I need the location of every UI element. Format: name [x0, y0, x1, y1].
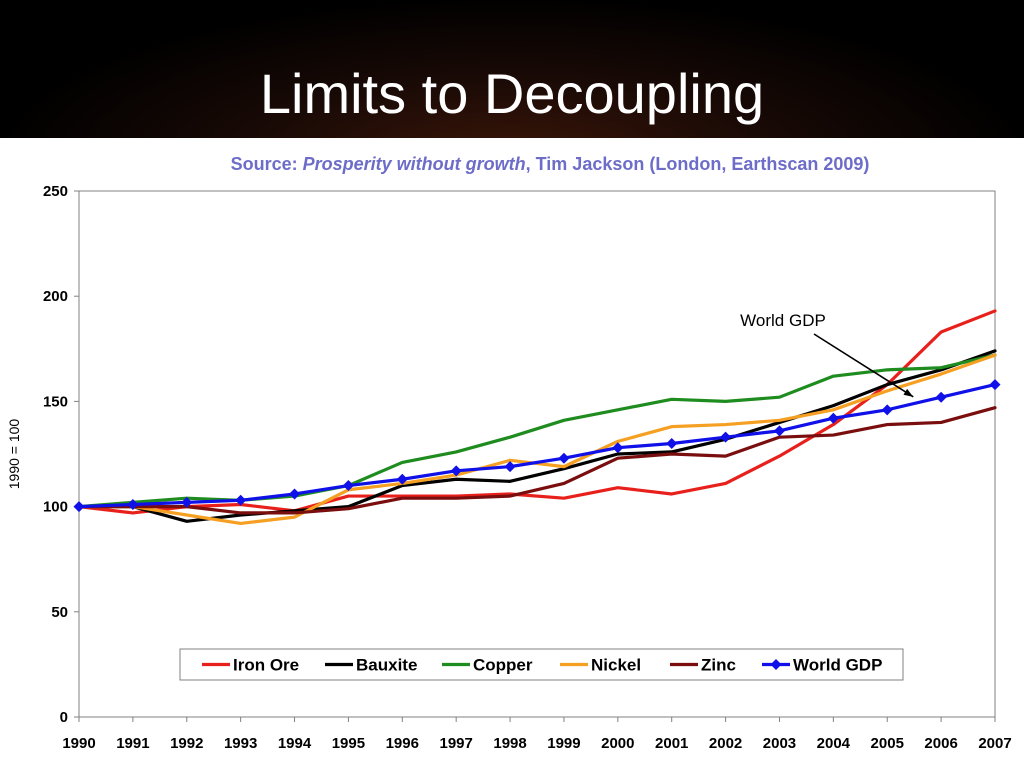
x-tick-label: 1998	[493, 735, 526, 752]
chart-legend: Iron Ore Bauxite Copper Nickel Zinc World GDP	[179, 648, 904, 681]
data-point-world-gdp	[558, 452, 570, 464]
y-axis-label: 1990 = 100	[6, 419, 22, 490]
series-line-world-gdp	[77, 382, 997, 509]
data-point-world-gdp	[181, 496, 193, 508]
x-tick-label: 2006	[924, 735, 957, 752]
legend-label: Copper	[473, 656, 533, 675]
y-tick-label: 100	[43, 499, 68, 516]
legend-marker	[770, 659, 782, 670]
annotation-label: World GDP	[740, 311, 826, 330]
x-tick-label: 2002	[709, 735, 742, 752]
data-point-world-gdp	[396, 473, 408, 485]
y-tick-label: 200	[43, 288, 68, 305]
x-tick-label: 1995	[332, 735, 365, 752]
series-line-bauxite	[77, 349, 997, 523]
line-chart: 0 50 100 150 200 250 1990 1991 1992 1993 1994 1995 1…	[6, 183, 1012, 752]
chart-axes: 0 50 100 150 200 250 1990 1991 1992 1993 1994 1995 1…	[6, 183, 1012, 752]
annotation-arrow-line	[813, 333, 914, 398]
data-point-world-gdp	[289, 488, 301, 500]
data-point-world-gdp	[773, 425, 785, 437]
source-book-title: Prosperity without growth	[302, 154, 526, 174]
legend-label: World GDP	[793, 656, 882, 675]
data-point-world-gdp	[450, 465, 462, 477]
data-point-world-gdp	[935, 391, 947, 403]
legend-label: Bauxite	[356, 656, 417, 675]
y-tick-label: 0	[60, 709, 68, 726]
data-point-world-gdp	[73, 501, 85, 513]
data-point-world-gdp	[504, 461, 516, 473]
legend-label: Nickel	[591, 656, 641, 675]
data-point-world-gdp	[342, 480, 354, 492]
data-point-world-gdp	[612, 442, 624, 454]
data-point-world-gdp	[881, 404, 893, 416]
chart-area: 0 50 100 150 200 250 1990 1991 1992 1993 1994 1995 1…	[0, 175, 1024, 768]
x-tick-label: 1993	[224, 735, 257, 752]
title-band	[0, 0, 1024, 138]
x-tick-label: 1994	[278, 735, 312, 752]
x-tick-label: 2007	[978, 735, 1011, 752]
data-point-world-gdp	[989, 379, 1001, 391]
chart-series	[73, 309, 1001, 526]
data-point-world-gdp	[666, 437, 678, 449]
legend-label: Iron Ore	[233, 656, 299, 675]
data-point-world-gdp	[827, 412, 839, 424]
data-point-world-gdp	[235, 494, 247, 506]
x-tick-label: 2004	[817, 735, 851, 752]
x-tick-label: 2003	[763, 735, 796, 752]
y-tick-label: 150	[43, 393, 68, 410]
source-citation: Source: Prosperity without growth, Tim J…	[0, 153, 1024, 175]
x-tick-label: 2000	[601, 735, 634, 752]
plot-frame	[78, 190, 996, 718]
x-tick-label: 2001	[655, 735, 688, 752]
y-tick-label: 50	[51, 604, 68, 621]
x-tick-label: 1999	[547, 735, 580, 752]
slide-title: Limits to Decoupling	[259, 62, 765, 125]
x-tick-label: 2005	[871, 735, 904, 752]
chart-annotations: World GDP	[740, 311, 914, 398]
data-point-world-gdp	[720, 431, 732, 443]
y-tick-label: 250	[43, 183, 68, 200]
x-tick-label: 1990	[62, 735, 95, 752]
x-tick-label: 1991	[116, 735, 149, 752]
x-tick-label: 1992	[170, 735, 203, 752]
source-prefix: Source:	[230, 154, 303, 174]
x-tick-label: 1997	[439, 735, 472, 752]
data-point-world-gdp	[127, 498, 139, 510]
source-suffix: , Tim Jackson (London, Earthscan 2009)	[525, 154, 870, 174]
series-line-zinc	[77, 406, 997, 515]
annotation-arrow-head	[903, 388, 914, 397]
x-tick-label: 1996	[386, 735, 419, 752]
legend-label: Zinc	[701, 656, 736, 675]
